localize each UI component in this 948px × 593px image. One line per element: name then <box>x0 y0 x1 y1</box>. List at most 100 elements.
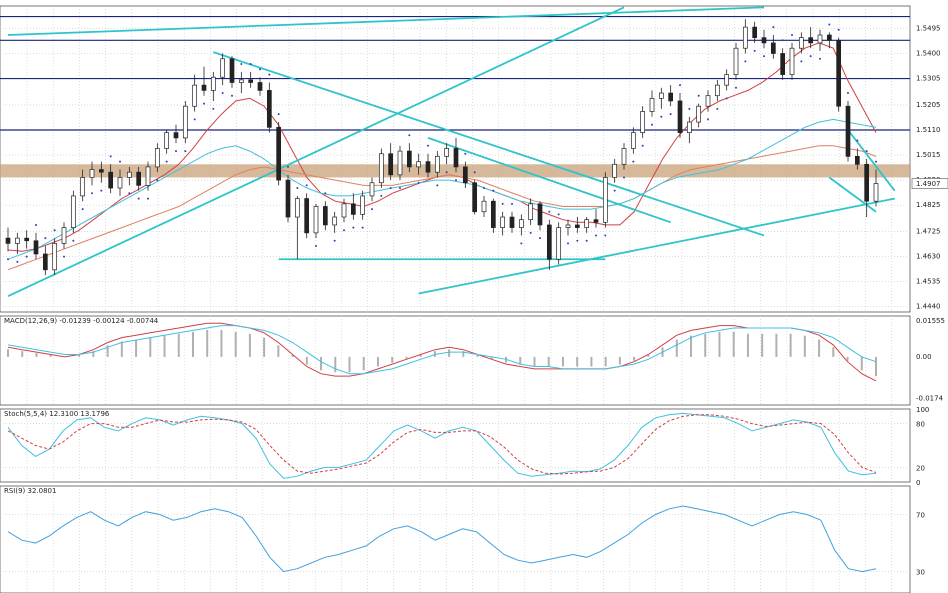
moving-average-line <box>7 118 877 260</box>
candle-body <box>845 105 851 157</box>
sar-dot <box>277 113 280 116</box>
candle-body <box>360 195 366 215</box>
candle-body <box>780 53 786 75</box>
sar-dot <box>361 226 364 229</box>
candle-body <box>313 206 319 234</box>
candle-body <box>257 82 263 91</box>
sar-dot <box>660 115 663 118</box>
sar-dot <box>688 107 691 110</box>
current-price-box <box>911 178 948 189</box>
sar-dot <box>837 28 840 31</box>
candle-body <box>210 76 216 91</box>
candle-body <box>14 237 20 244</box>
candle-body <box>612 163 618 178</box>
sar-dot <box>352 226 355 229</box>
candle-body <box>444 148 450 157</box>
sar-dot <box>109 155 112 158</box>
stoch-k-line <box>7 412 877 479</box>
candle-body <box>42 253 48 271</box>
sar-dot <box>455 179 457 182</box>
sar-dot <box>632 160 635 163</box>
candle-body <box>341 203 347 218</box>
candle-body <box>696 105 702 123</box>
price-tick-label: 1.4630 <box>916 253 941 261</box>
candle-body <box>752 26 758 39</box>
panel-labels: MACD(12,26,9) -0.01239 -0.00124 -0.00744… <box>4 317 159 495</box>
sar-dot <box>501 202 504 205</box>
candle-body <box>481 200 487 213</box>
candle-body <box>108 171 114 189</box>
sar-dot <box>464 152 467 155</box>
candle-body <box>789 47 795 75</box>
sar-dot <box>268 73 271 76</box>
candle-body <box>266 90 272 128</box>
sar-dot <box>753 49 756 52</box>
price-tick-label: 1.5305 <box>916 75 941 83</box>
sar-dot <box>221 92 224 95</box>
candle-body <box>89 169 95 178</box>
sar-dot <box>427 144 429 147</box>
candle-body <box>248 79 254 83</box>
sar-dot <box>193 118 196 121</box>
sar-dot <box>865 150 868 153</box>
candle-body <box>182 105 188 139</box>
candle-body <box>294 198 300 218</box>
sar-dot <box>651 123 653 126</box>
candle-body <box>537 203 543 226</box>
candle-body <box>462 166 468 184</box>
sar-dot <box>697 94 700 97</box>
sar-dot <box>333 239 336 242</box>
candle-body <box>126 171 132 178</box>
price-tick-label: 1.4725 <box>916 228 941 236</box>
sar-dot <box>445 171 448 174</box>
candle-body <box>425 161 431 173</box>
sar-dot <box>324 192 327 195</box>
macd-line <box>7 325 877 375</box>
sar-dot <box>725 97 728 100</box>
sar-dot <box>511 202 513 205</box>
sar-dot <box>7 258 9 261</box>
candle-body <box>649 97 655 112</box>
candle-body <box>714 84 720 97</box>
candle-body <box>724 74 730 86</box>
candle-body <box>864 163 870 202</box>
macd-label: MACD(12,26,9) -0.01239 -0.00124 -0.00744 <box>4 317 159 325</box>
candle-body <box>500 216 506 228</box>
support-band <box>0 164 910 178</box>
sar-dot <box>763 55 765 58</box>
stoch-d-line <box>7 414 877 475</box>
price-tick-label: 1.4825 <box>916 201 941 209</box>
sar-dot <box>240 63 243 66</box>
candle-body <box>276 126 282 181</box>
candle-body <box>52 243 58 271</box>
candle-body <box>584 219 590 228</box>
candle-body <box>798 37 804 49</box>
candle-body <box>416 161 422 168</box>
candle-body <box>640 111 646 133</box>
sar-dot <box>669 113 672 116</box>
candle-body <box>33 240 39 255</box>
candle-body <box>145 166 151 186</box>
candle-body <box>733 47 739 75</box>
candle-body <box>565 224 571 228</box>
sar-dot <box>641 144 644 147</box>
price-tick-label: 1.4440 <box>916 303 941 311</box>
stoch-tick-label: 20 <box>916 464 925 472</box>
price-tick-label: 1.5205 <box>916 101 941 109</box>
price-tick-label: 1.5400 <box>916 49 941 57</box>
sar-dot <box>520 242 523 245</box>
candle-body <box>136 171 142 186</box>
candle-body <box>770 42 776 54</box>
candle-body <box>453 148 459 168</box>
sar-dot <box>623 176 625 179</box>
candles <box>5 19 879 276</box>
candle-body <box>836 39 842 107</box>
sar-dot <box>417 181 420 184</box>
sar-dot <box>91 192 93 195</box>
sar-dot <box>380 194 383 197</box>
sar-dot <box>595 234 597 237</box>
trendline <box>418 197 895 295</box>
candle-body <box>201 84 207 91</box>
